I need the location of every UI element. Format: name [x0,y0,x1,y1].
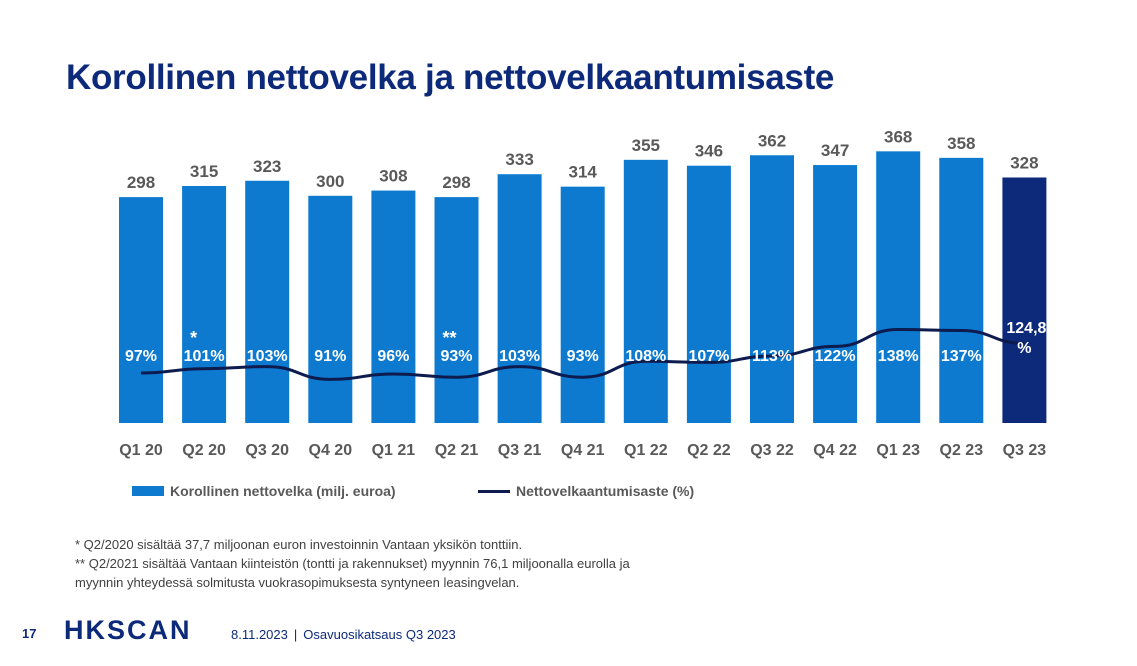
bar-value-label: 308 [379,167,407,186]
bar-q3-23 [1002,177,1047,423]
bar-q4-20 [308,195,353,423]
legend-swatch-line [478,489,510,493]
bar-q2-21 [434,197,479,423]
line-value-label: 97% [125,348,157,365]
bar-value-label: 368 [884,127,912,146]
chart-plot: 298 Q1 20 315 Q2 20 323 Q3 20 300 Q4 20 308 Q1 21… [119,127,1047,459]
footnote-2: ** Q2/2021 sisältää Vantaan kiinteistön … [75,556,630,571]
x-tick-label: Q3 23 [1003,442,1047,459]
bar-value-label: 347 [821,141,849,160]
line-value-label: 138% [878,348,919,365]
bar-q1-22 [623,159,668,423]
bar-q2-23 [939,157,984,424]
chart: 298 Q1 20 315 Q2 20 323 Q3 20 300 Q4 20 308 Q1 21… [119,127,1047,459]
bar-value-label: 314 [569,163,598,182]
footnote-3: myynnin yhteydessä solmitusta vuokrasopi… [75,575,520,590]
ratio-line [140,327,1025,381]
bar-value-label: 346 [695,142,723,161]
line-value-label: 96% [377,348,409,365]
legend-label-line: Nettovelkaantumisaste (%) [516,483,695,499]
line-value-label: 103% [247,348,288,365]
line-value-label: 101% [184,348,225,365]
bar-value-label: 328 [1010,153,1038,172]
bar-value-label: 358 [947,134,975,153]
bar-q3-20 [245,180,290,423]
footer-separator: | [293,627,298,642]
footnote-marker: * [190,328,197,348]
x-tick-label: Q3 22 [750,442,794,459]
x-tick-label: Q2 23 [940,442,984,459]
bar-q3-21 [497,174,542,423]
x-tick-label: Q1 22 [624,442,668,459]
footer-text: 8.11.2023 | Osavuosikatsaus Q3 2023 [231,627,456,642]
line-value-label: 107% [688,348,729,365]
line-value-label: 93% [440,348,472,365]
x-tick-label: Q1 21 [372,442,416,459]
svg-text:HKSCAN: HKSCAN [64,615,192,645]
bar-value-label: 333 [505,150,533,169]
legend-item-line: Nettovelkaantumisaste (%) [478,483,694,499]
line-value-label: 113% [752,348,792,365]
legend-label-bars: Korollinen nettovelka (milj. euroa) [170,483,396,499]
footer-date: 8.11.2023 [231,627,288,642]
line-value-label: 103% [499,348,540,365]
x-tick-label: Q4 21 [561,442,605,459]
line-value-label: 93% [567,348,599,365]
line-value-label-unit: % [1017,340,1031,357]
footnotes: * Q2/2020 sisältää 37,7 miljoonan euron … [75,535,630,592]
bar-value-label: 298 [127,173,155,192]
bar-q2-22 [686,165,731,423]
bar-q3-22 [750,155,794,423]
bar-q4-21 [560,186,605,423]
slide-title: Korollinen nettovelka ja nettovelkaantum… [66,58,835,97]
bar-value-label: 355 [632,136,660,155]
legend-item-bars: Korollinen nettovelka (milj. euroa) [132,483,396,499]
line-value-label: 137% [941,348,982,365]
x-tick-label: Q1 20 [119,442,163,459]
bar-q1-23 [876,151,921,423]
x-tick-label: Q2 20 [182,442,226,459]
x-tick-label: Q2 22 [687,442,731,459]
x-tick-label: Q3 21 [498,442,542,459]
legend-swatch-bar [132,486,164,496]
hkscan-logo: HKSCAN [64,615,192,645]
footnote-1: * Q2/2020 sisältää 37,7 miljoonan euron … [75,537,523,552]
line-value-label: 108% [625,348,666,365]
x-tick-label: Q4 20 [309,442,353,459]
line-value-label: 124,8 [1006,320,1046,337]
bar-value-label: 323 [253,157,281,176]
line-value-label: 122% [815,348,856,365]
page-number: 17 [22,626,37,641]
bar-value-label: 315 [190,162,218,181]
bar-q1-21 [371,190,416,423]
footer-presentation: Osavuosikatsaus Q3 2023 [303,627,456,642]
footnote-marker: ** [443,328,457,348]
bar-value-label: 298 [442,173,470,192]
x-tick-label: Q4 22 [813,442,857,459]
bar-q2-20 [182,185,227,423]
line-value-label: 91% [314,348,346,365]
bar-value-label: 300 [316,172,344,191]
bar-q4-22 [813,165,858,423]
bar-q1-20 [119,197,163,423]
bar-value-label: 362 [758,131,786,150]
x-tick-label: Q1 23 [876,442,920,459]
x-tick-label: Q2 21 [435,442,479,459]
x-tick-label: Q3 20 [245,442,289,459]
